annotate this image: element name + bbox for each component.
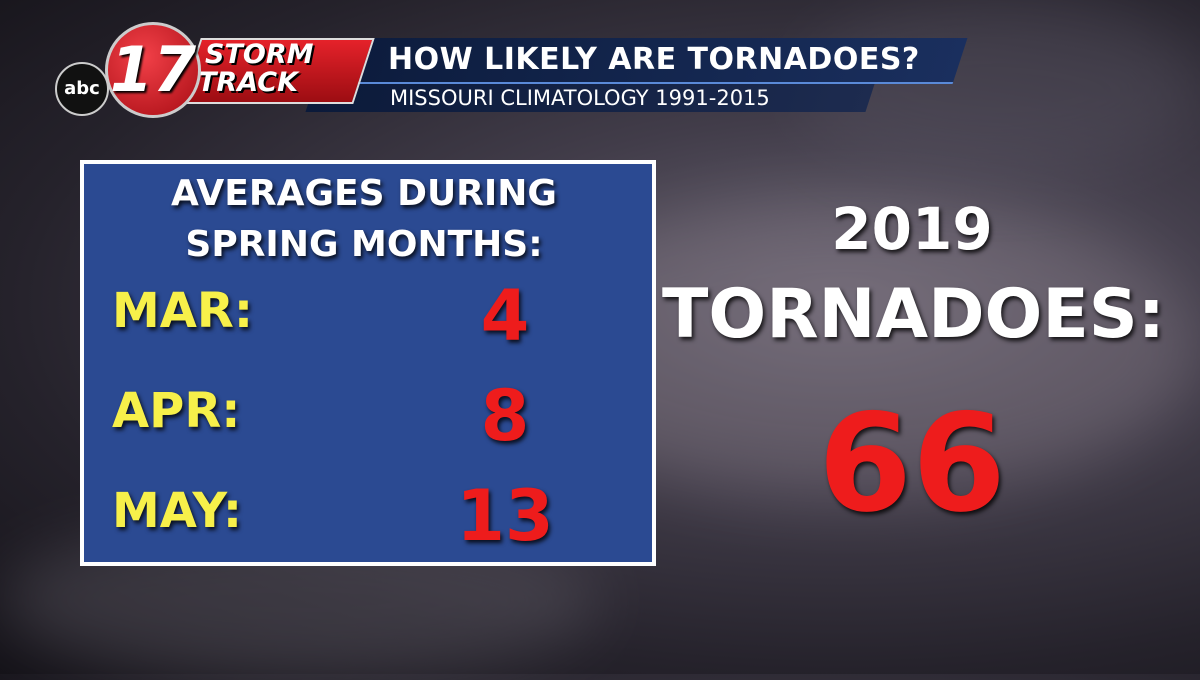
title: HOW LIKELY ARE TORNADOES?	[388, 42, 920, 77]
panel-heading: SPRING MONTHS:	[185, 224, 543, 265]
month-label: MAR:	[112, 283, 254, 339]
brand-line: TRACK	[198, 67, 299, 98]
panel-heading: AVERAGES DURING	[171, 173, 557, 214]
brand-line: STORM	[205, 39, 314, 70]
highlight-value: 66	[818, 385, 1006, 542]
month-label: MAY:	[112, 483, 243, 539]
month-average: 4	[480, 275, 530, 357]
highlight-heading: 2019	[831, 195, 993, 263]
channel-number: 17	[109, 33, 197, 106]
channel-logo	[105, 22, 201, 118]
averages-panel	[80, 160, 656, 566]
month-average: 8	[480, 375, 530, 457]
subtitle: MISSOURI CLIMATOLOGY 1991-2015	[390, 86, 770, 110]
network-logo: abc	[55, 62, 109, 116]
month-average: 13	[456, 475, 554, 557]
month-label: APR:	[112, 383, 241, 439]
highlight-heading: TORNADOES:	[662, 275, 1165, 354]
